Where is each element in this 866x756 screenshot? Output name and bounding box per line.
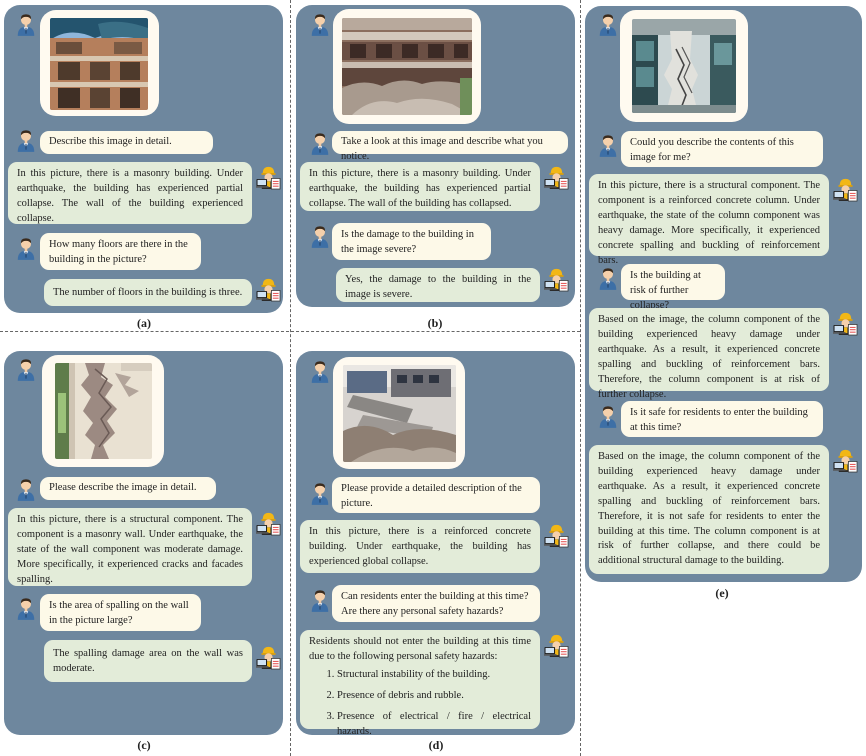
caption-a: (a) bbox=[137, 316, 151, 330]
engineer-laptop-icon bbox=[833, 177, 858, 202]
answer-bubble: Based on the image, the column component… bbox=[589, 445, 829, 574]
question-bubble: Could you describe the contents of this … bbox=[621, 131, 823, 167]
user-avatar-icon bbox=[597, 404, 619, 428]
answer-bubble: The number of floors in the building is … bbox=[44, 279, 252, 306]
question-bubble: Can residents enter the building at this… bbox=[332, 585, 540, 622]
question-bubble: Please provide a detailed description of… bbox=[332, 477, 540, 513]
engineer-laptop-icon bbox=[544, 633, 569, 658]
engineer-laptop-icon bbox=[833, 448, 858, 473]
engineer-laptop-icon bbox=[544, 165, 569, 190]
answer-bubble: In this picture, there is a structural c… bbox=[589, 174, 829, 266]
question-bubble: Is it safe for residents to enter the bu… bbox=[621, 401, 823, 437]
question-bubble: Please describe the image in detail. bbox=[40, 477, 216, 500]
answer-bubble: In this picture, there is a masonry buil… bbox=[300, 162, 540, 211]
user-avatar-icon bbox=[309, 224, 331, 248]
photo-a bbox=[50, 18, 148, 110]
question-bubble: Describe this image in detail. bbox=[40, 131, 213, 154]
answer-bubble: In this picture, there is a masonry buil… bbox=[8, 162, 252, 224]
user-avatar-icon bbox=[309, 588, 331, 612]
engineer-laptop-icon bbox=[544, 267, 569, 292]
engineer-laptop-icon bbox=[256, 645, 281, 670]
question-bubble: Is the damage to the building in the ima… bbox=[332, 223, 491, 260]
photo-e bbox=[632, 19, 736, 113]
answer-bubble-list: Residents should not enter the building … bbox=[300, 630, 540, 737]
question-bubble: Is the area of spalling on the wall in t… bbox=[40, 594, 201, 631]
engineer-laptop-icon bbox=[544, 523, 569, 548]
caption-d: (d) bbox=[428, 738, 444, 752]
user-avatar-icon bbox=[15, 596, 37, 620]
divider-vertical-right bbox=[580, 0, 581, 756]
user-avatar-icon bbox=[309, 12, 331, 36]
caption-b: (b) bbox=[427, 316, 443, 330]
engineer-laptop-icon bbox=[256, 511, 281, 536]
divider-horizontal bbox=[0, 331, 580, 332]
answer-bubble: The spalling damage area on the wall was… bbox=[44, 640, 252, 682]
question-bubble: Is the building at risk of further colla… bbox=[621, 264, 725, 311]
user-avatar-icon bbox=[15, 477, 37, 501]
list-item: Structural instability of the building. bbox=[337, 668, 531, 683]
user-avatar-icon bbox=[309, 481, 331, 505]
answer-bubble: In this picture, there is a structural c… bbox=[8, 508, 252, 586]
user-avatar-icon bbox=[309, 359, 331, 383]
list-item: Presence of debris and rubble. bbox=[337, 689, 531, 704]
question-bubble: How many floors are there in the buildin… bbox=[40, 233, 201, 270]
engineer-laptop-icon bbox=[256, 277, 281, 302]
answer-bubble: Yes, the damage to the building in the i… bbox=[336, 268, 540, 302]
caption-c: (c) bbox=[137, 738, 151, 752]
user-avatar-icon bbox=[309, 131, 331, 155]
divider-vertical-left bbox=[290, 0, 291, 756]
answer-bubble: In this picture, there is a reinforced c… bbox=[300, 520, 540, 573]
answer-bubble: Based on the image, the column component… bbox=[589, 308, 829, 400]
engineer-laptop-icon bbox=[833, 311, 858, 336]
user-avatar-icon bbox=[15, 357, 37, 381]
photo-b bbox=[342, 18, 472, 115]
photo-d bbox=[343, 365, 456, 462]
user-avatar-icon bbox=[597, 266, 619, 290]
answer-intro: Residents should not enter the building … bbox=[309, 636, 531, 662]
photo-c bbox=[55, 363, 152, 459]
hazard-list: Structural instability of the building. … bbox=[309, 668, 531, 740]
user-avatar-icon bbox=[15, 236, 37, 260]
user-avatar-icon bbox=[597, 133, 619, 157]
engineer-laptop-icon bbox=[256, 165, 281, 190]
list-item: Presence of electrical / fire / electric… bbox=[337, 710, 531, 740]
user-avatar-icon bbox=[15, 12, 37, 36]
question-bubble: Take a look at this image and describe w… bbox=[332, 131, 568, 162]
caption-e: (e) bbox=[715, 586, 729, 600]
user-avatar-icon bbox=[597, 12, 619, 36]
user-avatar-icon bbox=[15, 128, 37, 152]
